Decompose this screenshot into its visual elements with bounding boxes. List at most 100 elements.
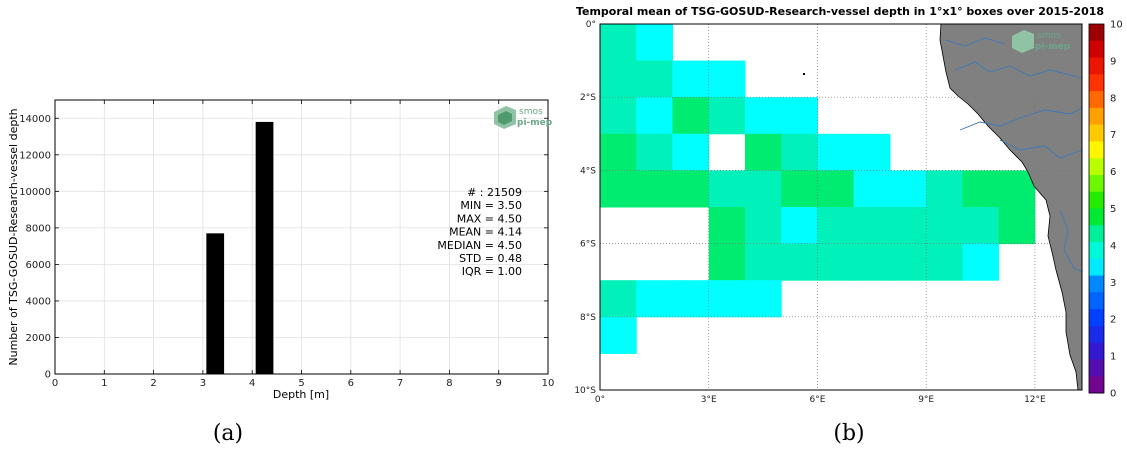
map-cell <box>889 243 927 281</box>
colorbar-tick-label: 8 <box>1110 93 1116 104</box>
map-cell <box>889 170 927 208</box>
x-tick-label: 1 <box>101 378 107 389</box>
map-cell <box>672 280 710 318</box>
y-tick-label: 10000 <box>19 187 51 198</box>
africa-coast-land <box>939 23 1083 391</box>
colorbar-segment <box>1089 124 1104 142</box>
map-cell <box>708 243 746 281</box>
map-cell <box>781 207 818 245</box>
colorbar-segment <box>1089 242 1104 260</box>
lat-tick-label: 10°S <box>574 386 596 396</box>
map-cell <box>708 170 746 208</box>
stat-line: MIN = 3.50 <box>460 199 522 212</box>
map-cell <box>781 243 818 281</box>
map-cell <box>708 207 746 245</box>
map-cell <box>817 133 855 171</box>
lat-tick-label: 6°S <box>580 240 596 250</box>
map-cell <box>744 97 782 135</box>
colorbar-tick-label: 2 <box>1110 315 1116 326</box>
lon-tick-label: 0° <box>595 395 605 405</box>
histogram-bars <box>206 121 274 374</box>
map-cell <box>962 207 1000 245</box>
land-mass <box>803 23 1083 391</box>
map-cell <box>926 207 963 245</box>
map-cell <box>962 243 1000 281</box>
smos-pimep-logo: smos pi-mep <box>494 106 553 129</box>
stat-line: # : 21509 <box>467 186 522 199</box>
histogram-x-axis-label: Depth [m] <box>273 388 329 401</box>
map-cell <box>636 280 673 318</box>
colorbar-tick-label: 0 <box>1110 389 1116 400</box>
map-cell <box>781 133 818 171</box>
map-cell <box>853 170 891 208</box>
y-tick-label: 14000 <box>19 114 51 125</box>
map-cell <box>744 243 782 281</box>
colorbar-segment <box>1089 225 1104 243</box>
colorbar-tick-label: 9 <box>1110 56 1116 67</box>
colorbar-frame <box>1088 23 1105 394</box>
lon-tick-label: 6°E <box>809 395 825 405</box>
stat-line: IQR = 1.00 <box>462 265 522 278</box>
map-grid <box>600 24 1082 390</box>
map-cell <box>817 207 855 245</box>
map-cell <box>600 24 637 62</box>
map-cell <box>672 170 710 208</box>
map-cell <box>817 243 855 281</box>
colorbar-segment <box>1089 74 1104 92</box>
river-3 <box>1059 209 1083 273</box>
colorbar-segment <box>1089 292 1104 310</box>
river-2 <box>999 139 1083 159</box>
map-cell <box>781 97 818 135</box>
colorbar-segment <box>1089 57 1104 75</box>
map-cell <box>708 97 746 135</box>
map-cell <box>672 97 710 135</box>
colorbar-segment <box>1089 325 1104 344</box>
colorbar-tick-label: 3 <box>1110 278 1116 289</box>
colorbar <box>1089 24 1104 394</box>
histogram-panel: 0 1 2 3 4 5 6 7 8 9 10 0 2000 4000 6000 8000 10000 12000… <box>7 99 554 446</box>
map-cell <box>926 243 963 281</box>
colorbar-segment <box>1089 309 1104 327</box>
y-tick-label: 0 <box>45 370 51 381</box>
stat-line: MAX = 4.50 <box>457 212 522 225</box>
logo-text-line2: pi-mep <box>517 118 553 128</box>
y-tick-label: 6000 <box>26 260 51 271</box>
lat-tick-label: 0° <box>586 20 596 30</box>
colorbar-segment <box>1089 208 1104 226</box>
colorbar-segment <box>1089 141 1104 159</box>
map-cell <box>636 170 673 208</box>
map-cell <box>853 243 891 281</box>
lat-tick-label: 2°S <box>580 93 596 103</box>
panel-b-caption: (b) <box>833 421 864 446</box>
histogram-x-ticks: 0 1 2 3 4 5 6 7 8 9 10 <box>52 100 554 389</box>
x-tick-label: 4 <box>249 378 255 389</box>
histogram-bar <box>255 121 274 374</box>
colorbar-ticks: 0 1 2 3 4 5 6 7 8 9 10 <box>1110 20 1123 400</box>
map-cell <box>962 170 1000 208</box>
river-5 <box>944 37 1006 47</box>
stat-line: MEAN = 4.14 <box>449 226 522 239</box>
colorbar-segment <box>1089 191 1104 209</box>
logo-mark-icon <box>1012 30 1034 53</box>
panel-a-caption: (a) <box>213 421 243 446</box>
map-cell <box>744 280 782 318</box>
colorbar-segment <box>1089 275 1104 293</box>
y-tick-label: 12000 <box>19 150 51 161</box>
colorbar-segment <box>1089 174 1104 193</box>
map-cell <box>817 170 855 208</box>
map-cell <box>636 24 673 62</box>
x-tick-label: 5 <box>298 378 304 389</box>
map-cell <box>600 170 637 208</box>
lon-tick-label: 9°E <box>918 395 934 405</box>
histogram-bar <box>206 233 225 374</box>
svg-text:smos: smos <box>1037 31 1061 41</box>
lon-tick-label: 12°E <box>1024 395 1046 405</box>
histogram-y-axis-label: Number of TSG-GOSUD-Research-vessel dept… <box>7 108 20 365</box>
river-4 <box>954 61 1083 79</box>
map-cell <box>600 316 637 354</box>
lat-tick-label: 4°S <box>580 166 596 176</box>
map-cell <box>672 60 710 98</box>
x-tick-label: 8 <box>446 378 452 389</box>
